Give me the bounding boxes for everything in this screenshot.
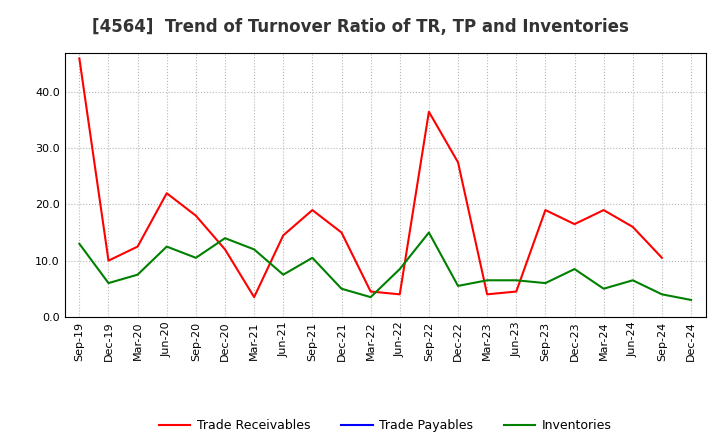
Inventories xyxy=(366,294,375,300)
Inventories xyxy=(570,266,579,271)
Trade Receivables xyxy=(163,191,171,196)
Trade Receivables xyxy=(657,255,666,260)
Inventories xyxy=(192,255,200,260)
Inventories xyxy=(133,272,142,277)
Text: [4564]  Trend of Turnover Ratio of TR, TP and Inventories: [4564] Trend of Turnover Ratio of TR, TP… xyxy=(91,18,629,36)
Trade Receivables xyxy=(250,294,258,300)
Inventories xyxy=(425,230,433,235)
Line: Inventories: Inventories xyxy=(79,233,691,300)
Trade Receivables xyxy=(220,247,229,252)
Trade Receivables xyxy=(308,207,317,213)
Trade Receivables xyxy=(366,289,375,294)
Trade Receivables xyxy=(541,207,550,213)
Inventories xyxy=(395,266,404,271)
Inventories xyxy=(220,235,229,241)
Trade Receivables xyxy=(337,230,346,235)
Trade Receivables xyxy=(192,213,200,218)
Legend: Trade Receivables, Trade Payables, Inventories: Trade Receivables, Trade Payables, Inven… xyxy=(154,414,616,437)
Inventories xyxy=(541,280,550,286)
Trade Receivables xyxy=(104,258,113,263)
Inventories xyxy=(687,297,696,303)
Inventories xyxy=(163,244,171,249)
Trade Receivables xyxy=(133,244,142,249)
Inventories xyxy=(337,286,346,291)
Line: Trade Receivables: Trade Receivables xyxy=(79,59,662,297)
Trade Receivables xyxy=(483,292,492,297)
Trade Receivables xyxy=(629,224,637,230)
Inventories xyxy=(279,272,287,277)
Inventories xyxy=(512,278,521,283)
Inventories xyxy=(599,286,608,291)
Trade Receivables xyxy=(512,289,521,294)
Trade Receivables xyxy=(279,233,287,238)
Trade Receivables xyxy=(395,292,404,297)
Inventories xyxy=(657,292,666,297)
Inventories xyxy=(308,255,317,260)
Trade Receivables xyxy=(570,221,579,227)
Trade Receivables xyxy=(454,160,462,165)
Trade Receivables xyxy=(425,109,433,114)
Inventories xyxy=(75,241,84,246)
Inventories xyxy=(104,280,113,286)
Inventories xyxy=(629,278,637,283)
Inventories xyxy=(454,283,462,289)
Trade Receivables xyxy=(75,56,84,61)
Inventories xyxy=(250,247,258,252)
Inventories xyxy=(483,278,492,283)
Trade Receivables xyxy=(599,207,608,213)
